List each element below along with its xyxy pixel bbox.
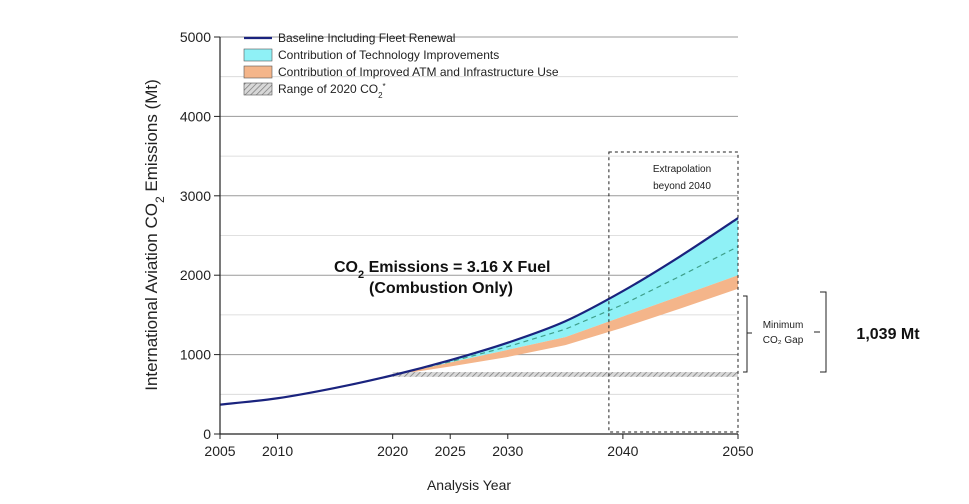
x-tick-label: 2025 bbox=[435, 443, 466, 459]
legend-label: Range of 2020 CO2* bbox=[278, 82, 386, 100]
range-2020-band bbox=[392, 372, 738, 377]
annotations: Analysis Year International Aviation CO2… bbox=[142, 79, 920, 493]
formula-rest: Emissions = 3.16 X Fuel bbox=[364, 259, 550, 276]
gap-outer-bracket bbox=[814, 291, 827, 373]
legend-label: Baseline Including Fleet Renewal bbox=[278, 31, 455, 45]
y-axis-title-part2: Emissions (Mt) bbox=[142, 79, 161, 196]
formula-annotation: CO2 Emissions = 3.16 X Fuel bbox=[334, 259, 550, 281]
legend-swatch-hatch bbox=[243, 82, 273, 96]
legend-label: Contribution of Technology Improvements bbox=[278, 48, 499, 62]
extrapolation-label-line2: beyond 2040 bbox=[653, 181, 711, 192]
y-tick-label: 1000 bbox=[180, 347, 211, 363]
y-axis-title-sub: 2 bbox=[153, 196, 167, 203]
x-tick-label: 2030 bbox=[492, 443, 523, 459]
y-tick-label: 3000 bbox=[180, 188, 211, 204]
x-tick-label: 2040 bbox=[607, 443, 638, 459]
axes: 0 1000 2000 3000 4000 5000 2005 2010 2020 2025 203… bbox=[180, 29, 754, 459]
gap-inner-bracket bbox=[743, 295, 752, 373]
y-tick-label: 4000 bbox=[180, 108, 211, 124]
technology-improvement-band bbox=[220, 218, 738, 405]
x-axis-title: Analysis Year bbox=[427, 477, 511, 493]
formula-annotation-line2: (Combustion Only) bbox=[369, 280, 513, 297]
extrapolation-label-line1: Extrapolation bbox=[653, 164, 711, 175]
x-tick-label: 2050 bbox=[722, 443, 753, 459]
y-tick-label: 0 bbox=[203, 426, 211, 442]
formula-co: CO bbox=[334, 259, 358, 276]
legend-label: Contribution of Improved ATM and Infrast… bbox=[278, 65, 559, 79]
y-axis-title-part1: International Aviation CO bbox=[142, 203, 161, 391]
extrapolation-box bbox=[608, 151, 739, 433]
line-layer bbox=[219, 151, 739, 433]
legend-swatch bbox=[243, 65, 273, 79]
x-tick-label: 2020 bbox=[377, 443, 408, 459]
legend: Baseline Including Fleet Renewal Contribu… bbox=[243, 31, 559, 100]
gap-label-line2: CO₂ Gap bbox=[763, 335, 804, 346]
x-tick-label: 2005 bbox=[204, 443, 235, 459]
y-axis-title: International Aviation CO2 Emissions (Mt… bbox=[142, 79, 167, 391]
y-tick-label: 2000 bbox=[180, 267, 211, 283]
x-tick-label: 2010 bbox=[262, 443, 293, 459]
legend-swatch bbox=[243, 48, 273, 62]
gap-value: 1,039 Mt bbox=[856, 326, 920, 343]
area-layer bbox=[220, 218, 738, 405]
baseline-line bbox=[219, 217, 739, 406]
y-tick-label: 5000 bbox=[180, 29, 211, 45]
gap-label-line1: Minimum bbox=[763, 320, 804, 331]
formula-sub: 2 bbox=[358, 269, 364, 281]
